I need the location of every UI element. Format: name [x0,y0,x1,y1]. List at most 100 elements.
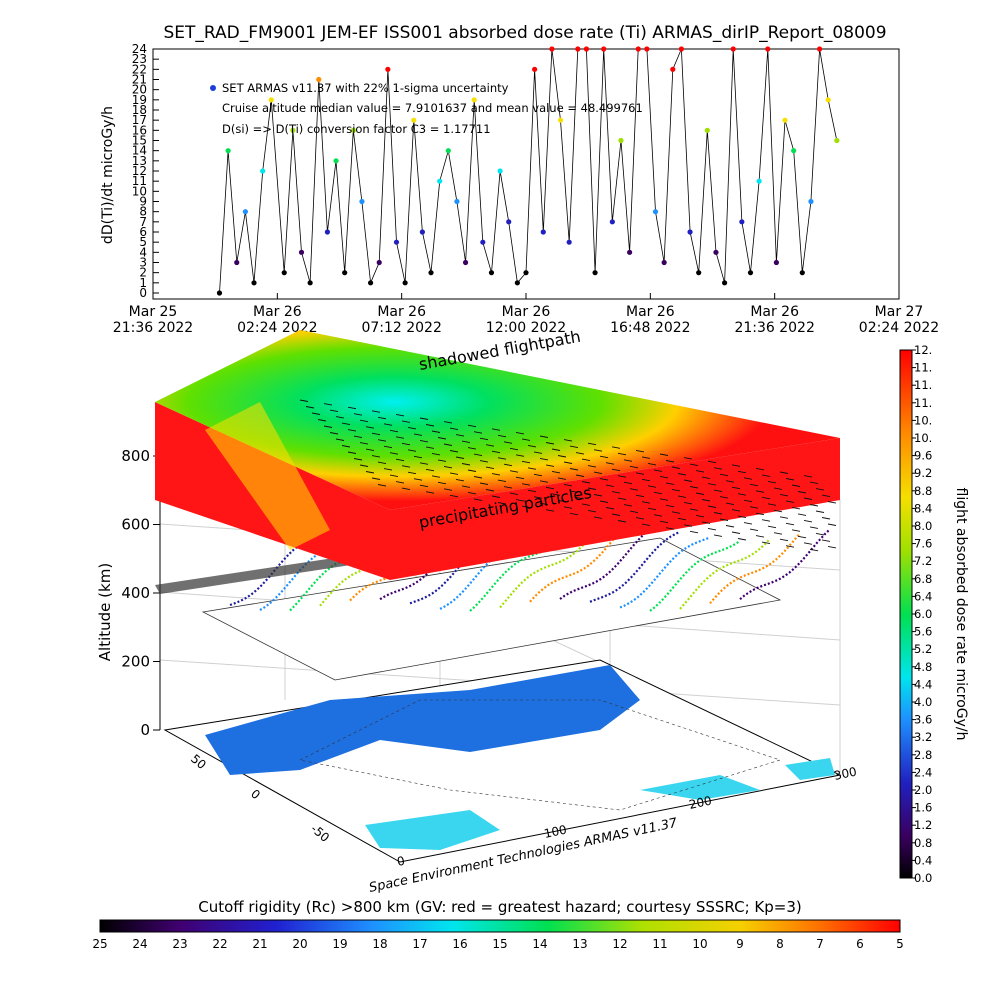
flightpath-dash [611,491,621,494]
flightpath-dash [557,477,567,480]
bottom-colorbar-tick-label: 12 [612,937,627,951]
flightpath-dash [647,462,657,466]
flightpath-dash [773,532,783,535]
flightpath-dash [761,474,771,477]
hazard-slab-band [205,402,330,550]
flightpath-dash [413,478,423,481]
flightpath-dash [563,439,573,442]
flightpath-dash [659,475,669,479]
flightpath-dash [827,501,837,504]
flightpath-dash [581,503,591,506]
flightpath-dash [695,470,705,473]
flightpath-dash [761,519,771,522]
flightpath-dash [611,513,621,516]
flightpath-dash [707,505,717,508]
flightpath-dash [401,442,411,446]
flightpath-dash [389,429,399,433]
dose-rate-point [557,117,564,123]
orbit-track [649,539,741,612]
flightpath-dash [497,457,507,460]
dose-rate-point [635,46,641,52]
top-y-tick-label: 19 [132,93,147,107]
flightpath-dash [425,424,435,427]
flightpath-dash [473,476,483,479]
bottom-colorbar-tick-label: 25 [92,937,107,951]
flightpath-dash [521,483,531,486]
dose-rate-point [488,270,495,276]
flightpath-dash [419,484,429,488]
top-x-tick-time: 21:36 2022 [734,320,814,336]
flightpath-dash [791,484,801,487]
right-colorbar-tick-label: 1.2 [914,818,932,832]
flightpath-dash [719,518,729,521]
bottom-colorbar-tick-label: 8 [776,937,784,951]
orbit-track [529,530,621,603]
flightpath-dash [815,532,825,536]
flightpath-dash [617,452,627,456]
flightpath-dash [719,496,729,499]
dose-rate-point [747,270,754,276]
right-colorbar-tick-label: 11. [914,396,932,410]
flightpath-dash [419,439,429,443]
flightpath-dash [419,417,429,420]
flightpath-dash [353,413,363,416]
flightpath-dash [455,478,465,482]
flightpath-dash [737,470,747,474]
flightpath-dash [449,427,459,431]
flightpath-dash [599,478,609,481]
right-colorbar-tick-label: 5.2 [914,642,932,656]
flightpath-dash [401,487,411,491]
flightpath-dash [407,426,417,430]
top-y-tick-label: 18 [132,103,147,117]
right-colorbar-tick-label: 4.0 [914,695,932,709]
dose-rate-point [627,249,633,255]
bottom-colorbar-tick-label: 16 [452,937,467,951]
dose-rate-point [497,168,503,174]
dose-rate-point [566,239,572,245]
flightpath-dash [443,421,453,424]
flightpath-dash [569,468,579,471]
flightpath-dash [671,511,681,514]
top-y-tick-label: 16 [132,123,147,137]
flightpath-dash [749,483,759,487]
top-y-tick-label: 3 [139,256,147,270]
flightpath-dash [599,500,609,503]
flightpath-dash [527,467,537,470]
dose-rate-point [739,219,745,225]
flightpath-dash [719,473,729,477]
flightpath-dash [509,470,519,473]
flightpath-dash [455,456,465,459]
flightpath-dash [323,403,333,406]
flightpath-dash [479,460,489,463]
dose-rate-point [350,127,356,133]
flightpath-dash [713,534,723,537]
dose-rate-point [268,97,274,103]
top-y-tick-label: 0 [139,286,147,300]
right-colorbar-tick-label: 7.6 [914,537,932,551]
flightpath-dash [707,483,717,486]
ground-tracks [299,699,781,811]
top-y-axis-label: dD(Ti)/dt microGy/h [100,106,116,244]
flightpath-dash [359,419,369,423]
top-y-tick-label: 13 [132,154,147,168]
bottom-colorbar-ticks: 25 24 23 22 21 20 19 18 17 16 15 14 13 12 11 10 9 8 7 6 5 [92,937,903,951]
dose-rate-point [506,219,512,225]
longitude-tick-label: 100 [543,822,568,840]
top-y-tick-label: 15 [132,134,147,148]
flightpath-dash [809,504,819,507]
dose-rate-point [514,280,520,286]
flightpath-dash [767,525,777,529]
top-y-tick-label: 12 [132,164,147,178]
altitude-tick-label: 800 [121,447,150,465]
flightpath-dash [365,426,375,429]
dose-rate-point [428,270,434,276]
dose-rate-point [678,46,685,52]
flightpath-dash [797,513,807,516]
bottom-colorbar-bar [99,919,901,933]
flightpath-dash [671,488,681,492]
right-colorbar-tick-label: 9.6 [914,449,932,463]
flightpath-dash [413,455,423,459]
top-x-tick-date: Mar 27 [875,304,924,320]
